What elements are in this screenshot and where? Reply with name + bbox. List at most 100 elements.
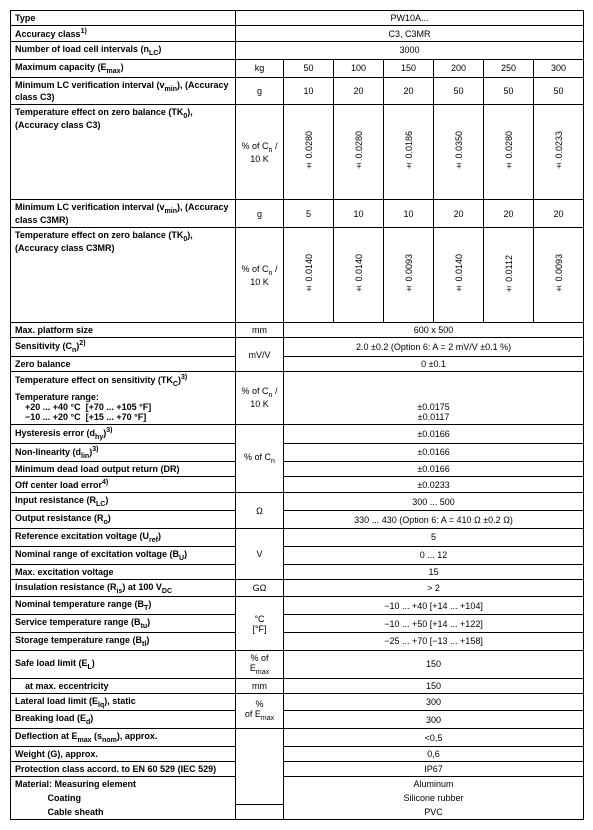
c3mr-vmin-2: 10 bbox=[384, 200, 434, 228]
row-unit-14: GΩ bbox=[236, 579, 284, 597]
c3-vmin-3: 50 bbox=[434, 77, 484, 105]
c3-tk0-0: ± 0.0280 bbox=[284, 105, 334, 200]
c3-tk0-1: ± 0.0280 bbox=[334, 105, 384, 200]
c3-vmin-4: 50 bbox=[484, 77, 534, 105]
unit-c3mr-tk0: % of Cn / 10 K bbox=[236, 228, 284, 323]
c3-tk0-3: ± 0.0350 bbox=[434, 105, 484, 200]
c3mr-tk0-5: ± 0.0093 bbox=[534, 228, 584, 323]
value-nlc: 3000 bbox=[236, 42, 584, 60]
row-value-25: Aluminum bbox=[284, 776, 584, 791]
row-label-18: Safe load limit (EL) bbox=[11, 650, 236, 678]
row-label-4: Temperature range: +20 ... +40 °C [+70 .… bbox=[11, 390, 236, 425]
datasheet-table: TypePW10A...Accuracy class1)C3, C3MRNumb… bbox=[10, 10, 584, 820]
row-label-27: Cable sheath bbox=[11, 805, 236, 820]
row-value-21: 300 bbox=[284, 711, 584, 729]
c3mr-tk0-3: ± 0.0140 bbox=[434, 228, 484, 323]
row-label-20: Lateral load limit (Elq), static bbox=[11, 693, 236, 711]
unit-c3-tk0: % of Cn / 10 K bbox=[236, 105, 284, 200]
row-value-14: > 2 bbox=[284, 579, 584, 597]
c3-vmin-1: 20 bbox=[334, 77, 384, 105]
row-label-7: Minimum dead load output return (DR) bbox=[11, 462, 236, 477]
row-value-23: 0,6 bbox=[284, 746, 584, 761]
row-unit-11: V bbox=[236, 528, 284, 579]
c3mr-vmin-4: 20 bbox=[484, 200, 534, 228]
row-label-8: Off center load error4) bbox=[11, 477, 236, 493]
row-value-17: −25 ... +70 [−13 ... +158] bbox=[284, 632, 584, 650]
row-value-9: 300 ... 500 bbox=[284, 493, 584, 511]
row-unit-20: %of Emax bbox=[236, 693, 284, 729]
c3mr-tk0-2: ± 0.0093 bbox=[384, 228, 434, 323]
row-value-11: 5 bbox=[284, 528, 584, 546]
row-unit-9: Ω bbox=[236, 493, 284, 529]
row-unit-19: mm bbox=[236, 678, 284, 693]
row-unit-5: % of Cn bbox=[236, 424, 284, 493]
row-label-15: Nominal temperature range (BT) bbox=[11, 597, 236, 615]
row-label-19: at max. eccentricity bbox=[11, 678, 236, 693]
row-value-12: 0 ... 12 bbox=[284, 546, 584, 564]
row-value-5: ±0.0166 bbox=[284, 424, 584, 443]
row-unit-27 bbox=[236, 805, 284, 820]
row-value-2: 0 ±0.1 bbox=[284, 356, 584, 371]
row-label-9: Input resistance (RLC) bbox=[11, 493, 236, 511]
row-label-16: Service temperature range (Btu) bbox=[11, 615, 236, 633]
label-nlc: Number of load cell intervals (nLC) bbox=[11, 42, 236, 60]
c3-tk0-2: ± 0.0186 bbox=[384, 105, 434, 200]
row-label-21: Breaking load (Ed) bbox=[11, 711, 236, 729]
value-accuracy-class: C3, C3MR bbox=[236, 26, 584, 42]
label-type: Type bbox=[11, 11, 236, 26]
c3mr-tk0-0: ± 0.0140 bbox=[284, 228, 334, 323]
row-unit-18: % of Emax bbox=[236, 650, 284, 678]
emax-col-0: 50 bbox=[284, 59, 334, 77]
row-unit-0: mm bbox=[236, 323, 284, 338]
row-unit-15: °C[°F] bbox=[236, 597, 284, 650]
c3mr-vmin-0: 5 bbox=[284, 200, 334, 228]
row-value-22: <0,5 bbox=[284, 729, 584, 747]
label-c3mr-vmin: Minimum LC verification interval (vmin),… bbox=[11, 200, 236, 228]
c3mr-tk0-1: ± 0.0140 bbox=[334, 228, 384, 323]
row-label-17: Storage temperature range (Btl) bbox=[11, 632, 236, 650]
row-label-6: Non-linearity (dlin)3) bbox=[11, 443, 236, 462]
row-value-27: PVC bbox=[284, 805, 584, 820]
row-value-13: 15 bbox=[284, 564, 584, 579]
row-value-24: IP67 bbox=[284, 761, 584, 776]
c3-vmin-2: 20 bbox=[384, 77, 434, 105]
emax-col-2: 150 bbox=[384, 59, 434, 77]
c3mr-vmin-1: 10 bbox=[334, 200, 384, 228]
c3-vmin-0: 10 bbox=[284, 77, 334, 105]
row-value-19: 150 bbox=[284, 678, 584, 693]
emax-col-4: 250 bbox=[484, 59, 534, 77]
row-value-20: 300 bbox=[284, 693, 584, 711]
row-label-26: Coating bbox=[11, 791, 236, 805]
row-label-5: Hysteresis error (dhy)3) bbox=[11, 424, 236, 443]
c3-tk0-5: ± 0.0233 bbox=[534, 105, 584, 200]
row-value-4: ±0.0175±0.0117 bbox=[284, 390, 584, 425]
row-label-10: Output resistance (Ro) bbox=[11, 511, 236, 529]
row-label-22: Deflection at Emax (snom), approx. bbox=[11, 729, 236, 747]
row-label-1: Sensitivity (Cn)2) bbox=[11, 338, 236, 357]
row-unit-3: % of Cn / 10 K bbox=[236, 371, 284, 424]
label-c3-vmin: Minimum LC verification interval (vmin),… bbox=[11, 77, 236, 105]
label-accuracy-class: Accuracy class1) bbox=[11, 26, 236, 42]
c3mr-vmin-3: 20 bbox=[434, 200, 484, 228]
c3mr-tk0-4: ± 0.0112 bbox=[484, 228, 534, 323]
row-unit-22 bbox=[236, 729, 284, 805]
value-type: PW10A... bbox=[236, 11, 584, 26]
unit-c3mr-vmin: g bbox=[236, 200, 284, 228]
row-value-1: 2.0 ±0.2 (Option 6: A = 2 mV/V ±0.1 %) bbox=[284, 338, 584, 357]
row-label-0: Max. platform size bbox=[11, 323, 236, 338]
row-label-12: Nominal range of excitation voltage (BU) bbox=[11, 546, 236, 564]
row-value-7: ±0.0166 bbox=[284, 462, 584, 477]
row-label-23: Weight (G), approx. bbox=[11, 746, 236, 761]
row-label-11: Reference excitation voltage (Uref) bbox=[11, 528, 236, 546]
unit-c3-vmin: g bbox=[236, 77, 284, 105]
c3-vmin-5: 50 bbox=[534, 77, 584, 105]
row-value-26: Silicone rubber bbox=[284, 791, 584, 805]
label-emax: Maximum capacity (Emax) bbox=[11, 59, 236, 77]
emax-col-3: 200 bbox=[434, 59, 484, 77]
row-value-10: 330 ... 430 (Option 6: A = 410 Ω ±0.2 Ω) bbox=[284, 511, 584, 529]
row-value-6: ±0.0166 bbox=[284, 443, 584, 462]
row-label-14: Insulation resistance (Ris) at 100 VDC bbox=[11, 579, 236, 597]
row-unit-1: mV/V bbox=[236, 338, 284, 372]
c3mr-vmin-5: 20 bbox=[534, 200, 584, 228]
label-c3mr-tk0: Temperature effect on zero balance (TK0)… bbox=[11, 228, 236, 323]
